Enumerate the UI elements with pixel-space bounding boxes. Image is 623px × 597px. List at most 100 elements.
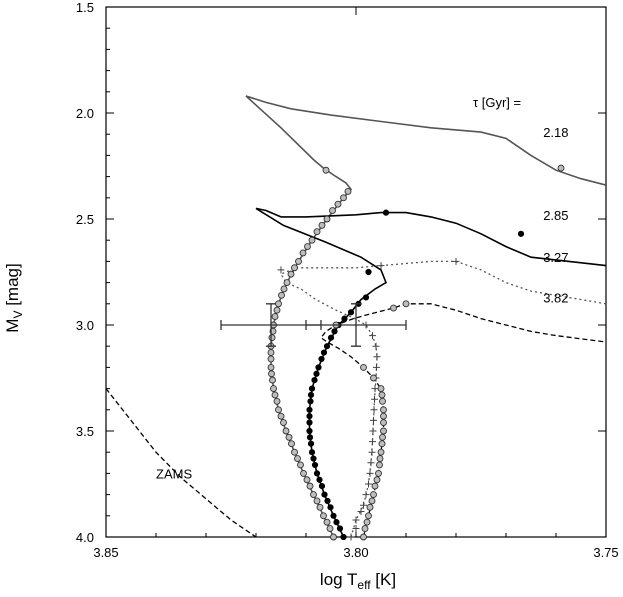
x-axis-title: log Teff [K] (320, 570, 396, 592)
y-tick-label: 2.0 (76, 106, 94, 121)
series-point-2.18 (291, 264, 298, 272)
series-point-2.18 (326, 525, 334, 532)
series-point-2.18 (282, 427, 290, 435)
series-point-2.18 (285, 433, 293, 441)
series-point-2.85 (517, 230, 525, 237)
annotation-label: 2.85 (543, 208, 568, 223)
series-point-2.85 (307, 440, 315, 447)
series-point-2.85 (327, 334, 335, 341)
x-tick-label: 3.80 (343, 545, 368, 560)
series-point-2.18 (288, 440, 295, 448)
series-point-2.18 (269, 376, 276, 384)
series-point-3.27 (369, 332, 376, 340)
x-tick-label: 3.85 (93, 545, 118, 560)
series-point-2.85 (340, 533, 347, 541)
series-point-3.27 (365, 480, 372, 488)
series-point-3.82 (375, 469, 382, 477)
series-point-2.18 (280, 419, 287, 426)
annotation-label: 3.27 (543, 250, 568, 265)
series-point-2.18 (271, 313, 279, 320)
y-tick-label: 2.5 (76, 212, 94, 227)
series-point-3.27 (452, 257, 460, 265)
series-point-3.27 (373, 363, 380, 371)
series-line-2.18 (245, 95, 606, 537)
series-point-3.82 (376, 455, 384, 463)
series-point-2.18 (267, 349, 275, 357)
series-point-3.82 (361, 525, 369, 532)
series-point-2.18 (304, 243, 311, 251)
series-point-2.18 (280, 285, 288, 293)
series-point-2.18 (295, 257, 302, 265)
series-point-3.82 (377, 385, 385, 393)
series-point-2.85 (323, 343, 331, 350)
series-point-2.18 (277, 412, 285, 420)
series-point-2.85 (316, 476, 323, 483)
series-point-2.18 (283, 279, 291, 287)
series-point-2.85 (321, 491, 328, 498)
series-point-2.85 (306, 406, 313, 413)
series-point-2.18 (306, 482, 314, 490)
series-point-3.27 (373, 353, 381, 361)
series-point-2.85 (308, 385, 316, 392)
series-point-2.18 (299, 249, 307, 257)
series-point-3.27 (368, 448, 376, 456)
series-point-2.85 (324, 497, 331, 505)
series-point-3.27 (370, 416, 377, 424)
series-point-2.18 (291, 448, 298, 456)
series-point-2.85 (310, 455, 317, 462)
series-point-3.82 (379, 433, 386, 441)
series-point-2.85 (306, 427, 313, 435)
isochrone-markers (267, 164, 565, 541)
series-point-2.18 (334, 200, 342, 208)
series-point-3.82 (402, 300, 410, 308)
series-point-2.18 (323, 215, 331, 223)
annotation-label: ZAMS (156, 466, 192, 481)
series-point-3.27 (371, 385, 379, 393)
series-point-3.82 (360, 363, 367, 371)
series-point-2.18 (294, 455, 301, 463)
series-line-3.27 (280, 260, 606, 537)
series-point-2.85 (307, 398, 314, 405)
series-point-3.27 (352, 516, 360, 524)
tau-legend-header: τ [Gyr] = (473, 95, 521, 110)
series-point-2.18 (278, 291, 285, 299)
series-point-3.82 (371, 482, 379, 490)
series-point-3.82 (363, 518, 371, 526)
series-point-2.18 (267, 355, 275, 363)
series-point-3.27 (372, 342, 380, 350)
series-point-2.85 (341, 315, 348, 322)
plot-frame (105, 6, 607, 538)
series-point-3.82 (380, 427, 387, 435)
series-point-2.85 (315, 364, 322, 371)
series-point-3.82 (376, 461, 383, 469)
series-point-2.18 (268, 334, 276, 342)
series-point-2.18 (273, 306, 281, 314)
series-point-3.82 (380, 412, 387, 420)
error-bar (305, 303, 407, 347)
annotation-label: 2.18 (543, 125, 568, 140)
series-point-2.18 (300, 469, 307, 477)
series-point-2.18 (275, 300, 282, 308)
series-point-2.18 (313, 497, 321, 505)
series-point-2.85 (311, 461, 319, 469)
series-line-zams (106, 388, 257, 537)
y-tick-label: 1.5 (76, 0, 94, 15)
series-point-3.27 (369, 427, 377, 435)
labels: MV [mag] log Teff [K] τ [Gyr] = 2.18 2.85… (3, 95, 569, 592)
series-point-2.85 (307, 391, 315, 399)
series-point-3.27 (362, 491, 370, 499)
series-point-2.18 (287, 270, 295, 278)
y-tick-label: 4.0 (76, 530, 94, 545)
series-point-3.82 (370, 491, 377, 499)
series-point-2.85 (333, 519, 340, 526)
series-point-2.85 (318, 483, 326, 490)
series-point-2.85 (306, 434, 314, 441)
series-point-2.85 (347, 309, 355, 316)
series-point-2.18 (297, 461, 304, 469)
series-point-2.85 (311, 377, 318, 384)
series-point-3.27 (367, 459, 375, 467)
series-point-3.82 (377, 448, 385, 456)
series-point-2.18 (557, 164, 565, 172)
series-point-2.85 (365, 268, 372, 276)
